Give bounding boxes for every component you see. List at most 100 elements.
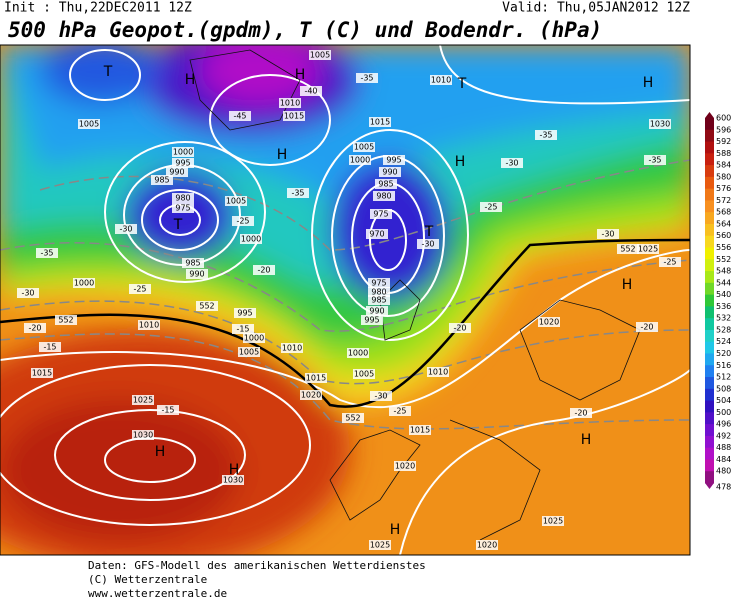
pressure-center: T [424,224,434,240]
colorbar-cell [705,400,714,413]
label-bg [649,119,671,129]
contour-label: 985 [185,259,200,268]
label-bg [39,342,61,352]
colorbar-label: 580 [716,172,731,181]
colorbar-cell [705,412,714,425]
label-bg [427,367,449,377]
colorbar-label: 520 [716,349,731,358]
label-bg [305,373,327,383]
contour-label: 1005 [226,197,246,206]
contour-label: -40 [304,87,317,96]
label-bg [369,117,391,127]
contour-label: 975 [175,204,190,213]
label-bg [17,288,39,298]
label-bg [375,179,397,189]
pressure-center: H [455,154,466,170]
label-bg [172,203,194,213]
contour-label: -35 [648,156,661,165]
label-bg [186,269,208,279]
colorbar-label: 552 [716,255,731,264]
label-bg [253,265,275,275]
colorbar-label: 532 [716,314,731,323]
pressure-center: H [622,277,633,293]
label-bg [281,343,303,353]
pressure-center: H [155,444,166,460]
contour-label: 995 [364,316,379,325]
colorbar-cell [705,118,714,131]
label-bg [480,202,502,212]
label-bg [361,315,383,325]
colorbar-label: 508 [716,384,731,393]
colorbar-label: 588 [716,149,731,158]
contour-label: 985 [378,180,393,189]
label-bg [542,516,564,526]
label-bg [659,257,681,267]
contour-label: -30 [21,289,34,298]
colorbar-cell [705,282,714,296]
coastlines [189,49,641,541]
colorbar-label: 492 [716,431,731,440]
colorbar-cell [705,235,714,249]
label-bg [172,158,194,168]
colorbar-label: 556 [716,243,731,252]
contour-label: 1000 [244,334,264,343]
contour-label: 1010 [428,368,448,377]
contour-label: 1010 [431,76,451,85]
label-bg [287,188,309,198]
label-bg [349,155,371,165]
label-bg [368,278,390,288]
label-bg [232,324,254,334]
colorbar-cap [705,112,714,118]
contour-label: 1015 [370,118,390,127]
label-bg [31,368,53,378]
label-bg [394,461,416,471]
label-bg [283,111,305,121]
contour-label: 1005 [354,370,374,379]
contour-label: 1000 [350,156,370,165]
label-bg [225,196,247,206]
colorbar-label: 572 [716,196,731,205]
colorbar-cell [705,294,714,307]
colorbar-label: 584 [716,161,731,170]
contour-label: 1020 [395,462,415,471]
colorbar-cell [705,318,714,331]
colorbar-cell [705,377,714,390]
colorbar: 600 596 592 588 584 580 576 572 568 564 560 556 552 5… [705,112,731,492]
contour-label: 995 [175,159,190,168]
contour-label: -35 [360,74,373,83]
colorbar-label: 548 [716,267,731,276]
contour-label: -35 [40,249,53,258]
contour-label: -45 [233,112,246,121]
label-bg [597,229,619,239]
colorbar-cell [705,388,714,402]
pressure-center: T [103,64,113,80]
colorbar-label: 536 [716,302,731,311]
contour-label: -35 [539,131,552,140]
contour-label: -30 [119,225,132,234]
contour-label: -30 [505,159,518,168]
contour-label: 980 [376,192,391,201]
contour-label: -35 [291,189,304,198]
label-bg [476,540,498,550]
label-bg [617,244,639,254]
contour-label: -30 [601,230,614,239]
label-bg [430,75,452,85]
colorbar-label: 560 [716,231,731,240]
contour-label: 1020 [301,391,321,400]
pressure-center: H [185,72,196,88]
label-bg [347,348,369,358]
colorbar-cell [705,259,714,272]
contour-label: 552 [199,302,214,311]
label-bg [172,147,194,157]
pressure-center: H [295,67,306,83]
label-bg [238,347,260,357]
colorbar-cell [705,129,714,143]
contour-label: 1025 [133,396,153,405]
label-bg [342,413,364,423]
contour-label: 1000 [348,349,368,358]
colorbar-cell [705,271,714,284]
label-bg [637,244,659,254]
colorbar-label: 568 [716,208,731,217]
contour-label: 990 [169,168,184,177]
